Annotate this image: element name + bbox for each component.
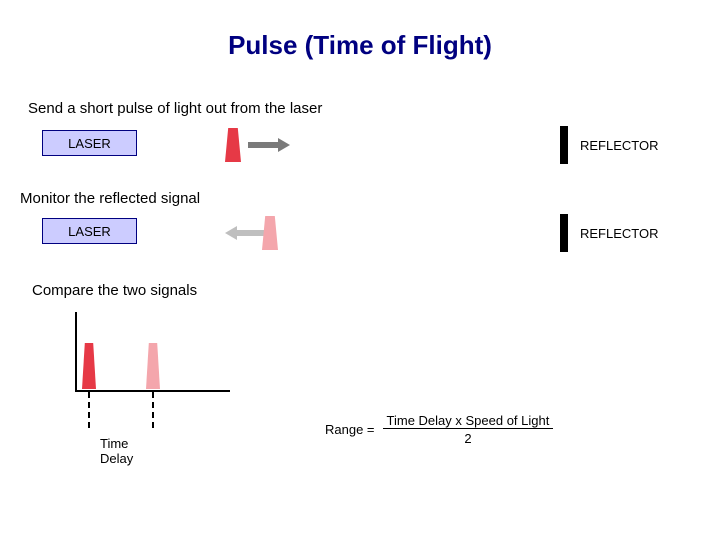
arrow-head	[225, 226, 237, 240]
laser-label-1: LASER	[68, 136, 111, 151]
time-delay-label: Time Delay	[100, 436, 133, 466]
laser-box-2: LASER	[42, 218, 137, 244]
title-text: Pulse (Time of Flight)	[228, 30, 492, 60]
arrow-left-icon	[225, 226, 267, 240]
reflector-bar-1	[560, 126, 568, 164]
graph-y-axis	[75, 312, 77, 390]
formula-fraction: Time Delay x Speed of Light 2	[383, 413, 554, 446]
arrow-head	[278, 138, 290, 152]
range-formula: Range = Time Delay x Speed of Light 2	[325, 413, 553, 446]
formula-denominator: 2	[464, 429, 471, 446]
time-delay-label-line2: Delay	[100, 451, 133, 466]
reflector-label-1-text: REFLECTOR	[580, 138, 659, 153]
caption-compare-text: Compare the two signals	[32, 282, 197, 299]
reflector-label-2-text: REFLECTOR	[580, 226, 659, 241]
arrow-line	[248, 142, 278, 148]
time-delay-label-line1: Time	[100, 436, 128, 451]
time-delay-marker-1	[88, 392, 90, 428]
graph-pulse-2	[146, 343, 160, 389]
formula-numerator: Time Delay x Speed of Light	[383, 413, 554, 429]
caption-send-pulse: Send a short pulse of light out from the…	[28, 100, 322, 117]
laser-label-2: LASER	[68, 224, 111, 239]
reflector-label-2: REFLECTOR	[580, 226, 659, 241]
caption-monitor-text: Monitor the reflected signal	[20, 190, 200, 207]
graph-pulse-1	[82, 343, 96, 389]
caption-compare: Compare the two signals	[32, 282, 197, 299]
page-title: Pulse (Time of Flight)	[0, 30, 720, 61]
reflector-bar-2	[560, 214, 568, 252]
pulse-reflected-icon	[262, 216, 278, 250]
formula-lhs: Range =	[325, 422, 375, 437]
arrow-right-icon	[248, 138, 290, 152]
reflector-label-1: REFLECTOR	[580, 138, 659, 153]
laser-box-1: LASER	[42, 130, 137, 156]
time-delay-marker-2	[152, 392, 154, 428]
pulse-outgoing-icon	[225, 128, 241, 162]
caption-send-pulse-text: Send a short pulse of light out from the…	[28, 100, 322, 117]
caption-monitor: Monitor the reflected signal	[20, 190, 200, 207]
arrow-line	[237, 230, 267, 236]
